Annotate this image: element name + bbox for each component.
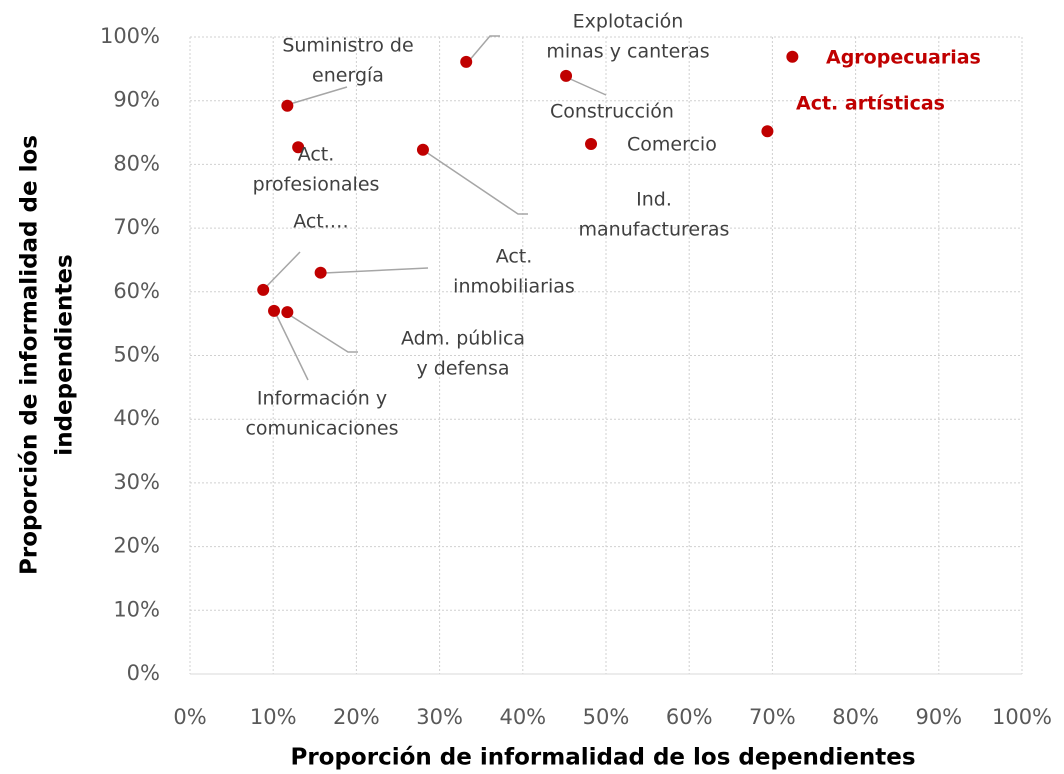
y-tick-label: 80% xyxy=(113,151,160,175)
y-tick-label: 50% xyxy=(113,343,160,367)
point-label: inmobiliarias xyxy=(453,276,575,298)
point-label: Act. artísticas xyxy=(796,93,945,115)
point-label: Suministro de xyxy=(282,35,413,57)
leader-line xyxy=(264,251,301,289)
point-label: Agropecuarias xyxy=(826,47,981,69)
point xyxy=(761,125,774,138)
leader-line xyxy=(425,151,528,215)
leader-line xyxy=(274,311,309,381)
x-tick-label: 50% xyxy=(583,705,630,729)
x-tick-label: 90% xyxy=(915,705,962,729)
x-tick-label: 100% xyxy=(992,705,1052,729)
y-axis-title-line: independientes xyxy=(52,254,78,455)
y-axis-title: Proporción de informalidad de los indepe… xyxy=(17,135,78,575)
y-tick-label: 20% xyxy=(113,534,160,558)
point-label: Explotación xyxy=(573,11,684,33)
y-tick-label: 30% xyxy=(113,470,160,494)
leader-line xyxy=(567,77,607,96)
y-tick-label: 0% xyxy=(127,661,160,685)
y-axis-title-line: Proporción de informalidad de los xyxy=(17,135,43,575)
point-label: Act. xyxy=(298,144,335,166)
point xyxy=(416,143,429,156)
leader-line xyxy=(287,313,358,353)
leader-line xyxy=(467,35,500,63)
point xyxy=(257,283,270,296)
point-label: y defensa xyxy=(417,358,510,380)
point-label: profesionales xyxy=(253,174,380,196)
point-label: minas y canteras xyxy=(546,41,709,63)
point-label: Ind. xyxy=(636,189,672,211)
x-tick-label: 40% xyxy=(499,705,546,729)
y-tick-label: 40% xyxy=(113,406,160,430)
point-label: Construcción xyxy=(550,101,674,123)
leader-line xyxy=(289,86,348,105)
x-tick-label: 80% xyxy=(832,705,879,729)
point-label: comunicaciones xyxy=(245,418,398,440)
y-tick-label: 100% xyxy=(100,24,160,48)
point-label: manufactureras xyxy=(579,219,730,241)
point-label: Act.… xyxy=(293,211,349,233)
point xyxy=(281,99,294,112)
x-tick-label: 30% xyxy=(416,705,463,729)
point xyxy=(292,141,305,154)
y-tick-label: 90% xyxy=(113,88,160,112)
y-tick-label: 70% xyxy=(113,215,160,239)
point xyxy=(268,304,281,317)
x-tick-label: 20% xyxy=(333,705,380,729)
point xyxy=(585,138,598,151)
point xyxy=(460,55,473,68)
point xyxy=(786,50,799,63)
x-tick-label: 70% xyxy=(749,705,796,729)
x-tick-label: 60% xyxy=(666,705,713,729)
y-tick-label: 10% xyxy=(113,597,160,621)
x-axis-title: Proporción de informalidad de los depend… xyxy=(290,745,915,771)
leader-line xyxy=(323,267,429,274)
point-label: Act. xyxy=(496,246,533,268)
point-label: Comercio xyxy=(627,134,717,156)
point-label: Adm. pública xyxy=(401,328,525,350)
x-tick-label: 0% xyxy=(173,705,206,729)
point xyxy=(560,69,573,82)
point-label: energía xyxy=(312,65,384,87)
point-label: Información y xyxy=(257,388,387,410)
point xyxy=(314,266,327,279)
y-tick-label: 60% xyxy=(113,279,160,303)
x-tick-label: 10% xyxy=(250,705,297,729)
point xyxy=(281,306,294,319)
